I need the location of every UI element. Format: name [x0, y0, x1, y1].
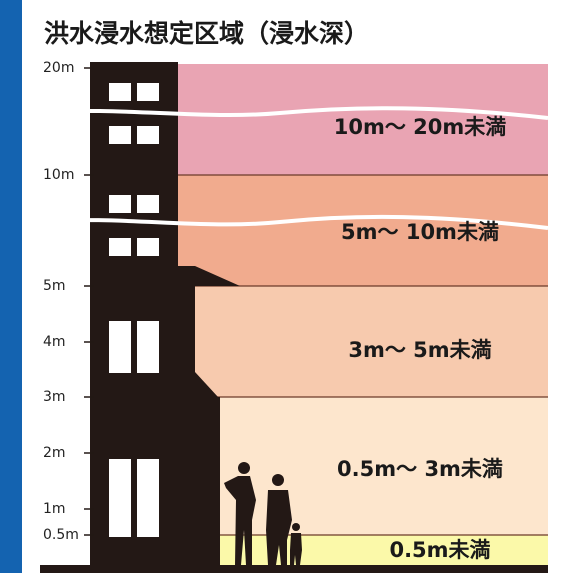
scale-label: 2m [43, 445, 66, 461]
building-tower [90, 62, 178, 565]
scale-label: 5m [43, 278, 66, 294]
side-strip [0, 0, 22, 573]
scale-label: 0.5m [43, 527, 79, 543]
scale-label: 1m [43, 501, 66, 517]
band-label: 5m～ 10m未満 [341, 220, 499, 244]
scale-label: 20m [43, 60, 74, 76]
band-label: 0.5m未満 [389, 538, 490, 562]
ground [40, 565, 548, 573]
band-label: 10m～ 20m未満 [334, 115, 507, 139]
scale-label: 3m [43, 389, 66, 405]
band-label: 0.5m～ 3m未満 [337, 457, 503, 481]
scale: 20m 10m 5m 4m 3m 2m 1m 0.5m [43, 60, 94, 543]
band-label: 3m～ 5m未満 [348, 338, 491, 362]
scale-label: 10m [43, 167, 74, 183]
scale-label: 4m [43, 334, 66, 350]
title: 洪水浸水想定区域（浸水深） [44, 19, 369, 48]
flood-depth-diagram: 洪水浸水想定区域（浸水深） 20m 10m 5m 4m 3m 2m 1m 0.5m 10m～ … [0, 0, 561, 573]
